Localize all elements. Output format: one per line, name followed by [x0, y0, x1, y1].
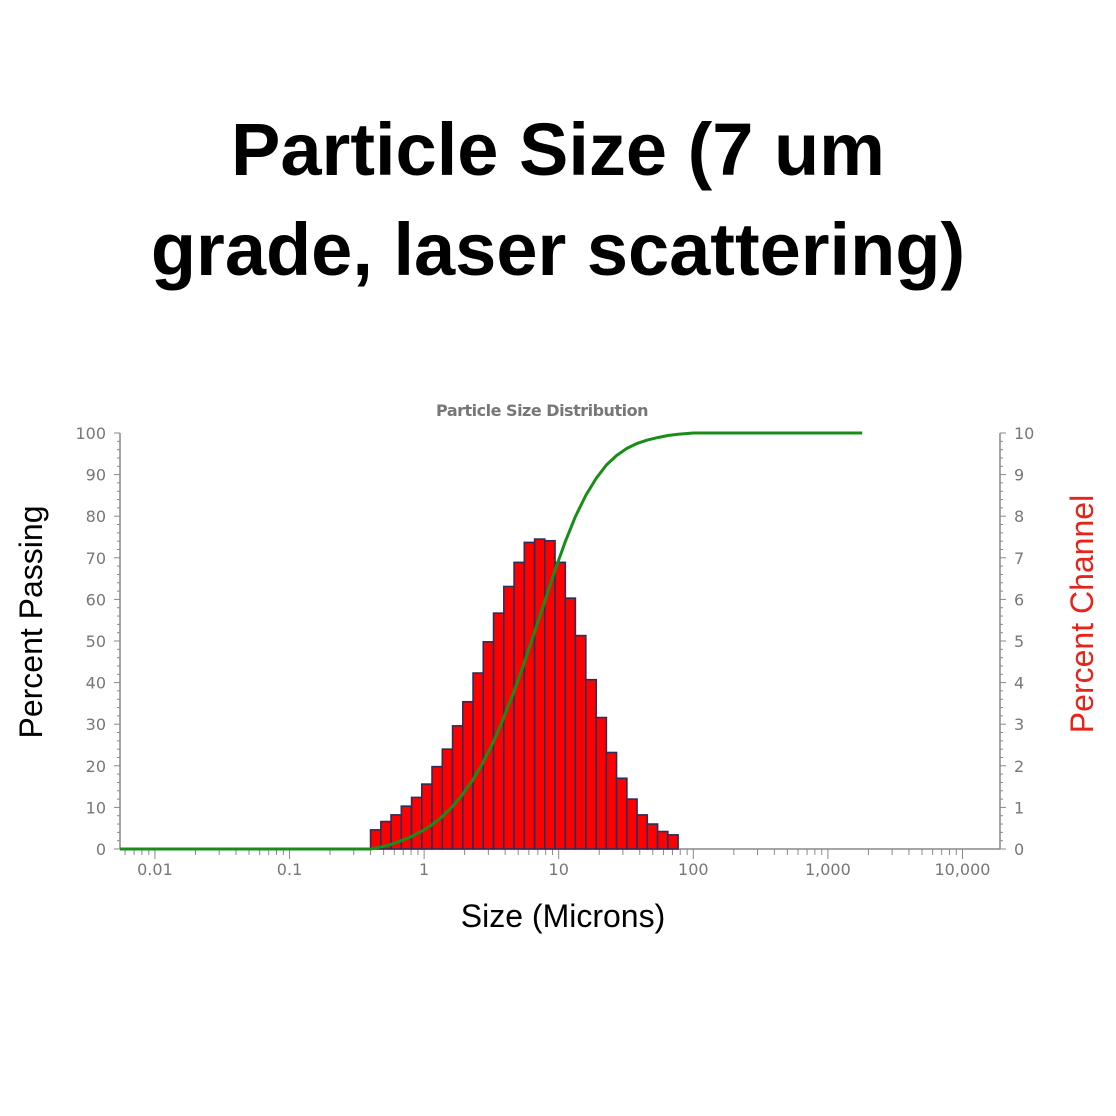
channel-bar [554, 561, 567, 850]
y-left-tick-label: 10 [86, 798, 106, 817]
x-tick-label: 100 [678, 860, 709, 879]
percent-passing-line [120, 431, 863, 851]
channel-bar [656, 830, 669, 850]
channel-bar [564, 597, 577, 850]
channel-bar [462, 700, 474, 850]
x-axis-title: Size (Microns) [461, 898, 665, 934]
y-left-tick-label: 60 [86, 590, 106, 609]
channel-bar [533, 538, 546, 850]
x-tick-label: 1 [419, 860, 429, 879]
y-left-tick-label: 70 [86, 549, 106, 568]
main-title: Particle Size (7 um grade, laser scatter… [0, 100, 1116, 300]
channel-bar [667, 834, 679, 850]
channel-bar [626, 798, 638, 850]
x-tick-label: 0.1 [277, 860, 302, 879]
channel-bar [441, 748, 454, 850]
y-left-tick-label: 90 [86, 466, 106, 485]
channel-bar [513, 561, 526, 850]
y-right-tick-label: 7 [1014, 549, 1024, 568]
channel-bar [574, 634, 587, 850]
chart-title: Particle Size Distribution [436, 401, 648, 420]
y-right-tick-label: 6 [1014, 590, 1024, 609]
channel-bar [503, 585, 515, 850]
channel-bar [646, 823, 659, 850]
channel-bar [410, 796, 423, 850]
channel-bar [420, 783, 433, 850]
y-right-tick-label: 5 [1014, 632, 1024, 651]
plot-area: 0 10 20 30 40 50 60 70 80 90 100 0 1 2 3 4 5 6 7 8 9 10 0.01 0.… [75, 424, 1034, 879]
y-right-tick-label: 2 [1014, 757, 1024, 776]
y-left-tick-label: 80 [86, 507, 106, 526]
y-right-tick-label: 9 [1014, 466, 1024, 485]
y-left-tick-label: 30 [86, 715, 106, 734]
channel-bar [605, 751, 618, 850]
x-tick-label: 10 [549, 860, 569, 879]
y-left-tick-label: 40 [86, 674, 106, 693]
channel-bar [431, 765, 444, 850]
x-tick-label: 1,000 [805, 860, 851, 879]
main-title-line-2: grade, laser scattering) [150, 208, 966, 291]
channel-bar [585, 678, 598, 850]
y-axis-right-title: Percent Channel [1064, 495, 1100, 733]
y-right-tick-label: 1 [1014, 798, 1024, 817]
channel-bar [451, 725, 464, 850]
channel-bar [400, 805, 413, 850]
y-right-tick-label: 8 [1014, 507, 1024, 526]
channel-bar [636, 814, 649, 850]
channel-bar [523, 541, 536, 850]
x-tick-label: 0.01 [137, 860, 173, 879]
x-tick-label: 10,000 [934, 860, 990, 879]
main-title-line-1: Particle Size (7 um [231, 108, 885, 191]
channel-bar [615, 777, 628, 850]
y-right-tick-label: 3 [1014, 715, 1024, 734]
y-right-tick-label: 4 [1014, 674, 1024, 693]
channel-bar [472, 672, 485, 850]
y-left-tick-label: 50 [86, 632, 106, 651]
channel-bar [595, 716, 608, 850]
y-left-tick-label: 0 [96, 840, 106, 859]
y-axis-left-title: Percent Passing [13, 505, 49, 738]
y-right-tick-label: 10 [1014, 424, 1034, 443]
y-left-tick-label: 20 [86, 757, 106, 776]
y-left-tick-label: 100 [75, 424, 106, 443]
y-right-tick-label: 0 [1014, 840, 1024, 859]
